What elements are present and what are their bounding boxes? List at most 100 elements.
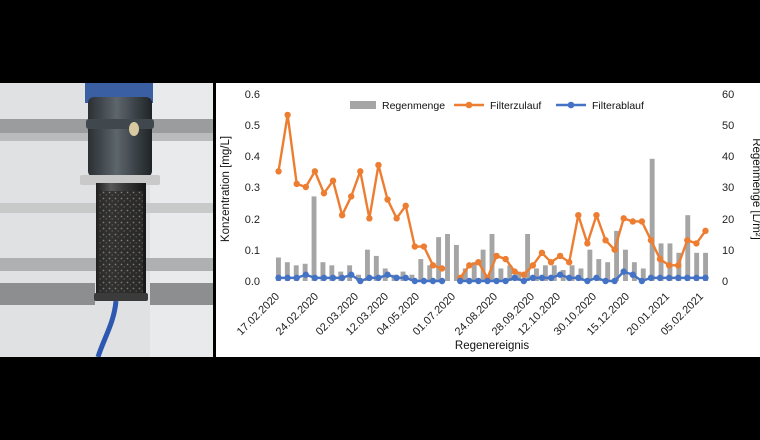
ytick-left-5: 0.5 (245, 120, 260, 132)
bar-regenmenge (373, 255, 379, 281)
bar-regenmenge (453, 244, 459, 281)
bar-regenmenge (436, 237, 442, 281)
point-filterzulauf (338, 212, 346, 219)
point-filterablauf (475, 277, 482, 285)
point-filterzulauf (284, 111, 291, 119)
point-filterablauf (693, 274, 700, 282)
point-filterablauf (429, 277, 437, 285)
bar-regenmenge (427, 265, 433, 281)
point-filterablauf (584, 277, 591, 285)
bar-regenmenge (356, 274, 361, 281)
point-filterzulauf (620, 215, 627, 222)
bar-regenmenge (640, 268, 646, 281)
bar-regenmenge (293, 265, 299, 281)
point-filterzulauf (320, 190, 328, 197)
ytick-right-1: 10 (722, 245, 734, 257)
point-filterzulauf (302, 183, 309, 191)
point-filterzulauf (611, 246, 618, 253)
point-filterzulauf (475, 259, 482, 266)
bar-regenmenge (587, 249, 593, 281)
point-filterzulauf (275, 168, 282, 175)
bar-regenmenge (578, 268, 584, 281)
ytick-right-5: 50 (722, 120, 734, 132)
filter-photo-illustration (0, 83, 213, 357)
point-filterablauf (311, 274, 319, 282)
point-filterablauf (593, 274, 600, 282)
legend-marker-filterablauf (567, 101, 575, 109)
bar-regenmenge (489, 234, 495, 281)
point-filterablauf (556, 271, 564, 278)
bar-regenmenge (605, 262, 611, 281)
point-filterzulauf (693, 240, 700, 247)
bar-regenmenge (418, 259, 424, 281)
point-filterablauf (629, 271, 636, 278)
bar-regenmenge (276, 257, 281, 281)
point-filterablauf (611, 277, 618, 285)
point-filterablauf (457, 277, 464, 285)
ytick-left-2: 0.2 (245, 214, 260, 226)
point-filterablauf (511, 274, 518, 282)
point-filterablauf (284, 274, 291, 282)
point-filterzulauf (538, 249, 546, 256)
point-filterablauf (656, 274, 664, 282)
point-filterablauf (484, 277, 491, 285)
point-filterzulauf (566, 259, 573, 266)
bar-regenmenge (462, 268, 468, 281)
point-filterzulauf (665, 262, 673, 269)
point-filterablauf (520, 277, 527, 285)
legend-swatch-regenmenge (350, 101, 376, 109)
point-filterablauf (684, 274, 691, 282)
point-filterzulauf (575, 212, 582, 219)
bar-regenmenge (623, 249, 628, 281)
point-filterzulauf (684, 237, 691, 244)
point-filterzulauf (593, 212, 600, 219)
point-filterablauf (393, 274, 400, 282)
point-filterablauf (348, 271, 355, 278)
bar-regenmenge (551, 265, 557, 281)
ytick-right-3: 30 (722, 182, 734, 194)
point-filterablauf (638, 277, 646, 285)
ytick-left-4: 0.4 (245, 151, 260, 163)
bar-regenmenge (569, 265, 575, 281)
point-filterzulauf (647, 237, 655, 244)
legend-marker-filterzulauf (465, 101, 473, 109)
bar-regenmenge (534, 268, 539, 281)
point-filterzulauf (402, 202, 409, 209)
bar-regenmenge (596, 259, 602, 281)
bar-regenmenge (614, 230, 620, 281)
bar-regenmenge (631, 262, 637, 281)
point-filterablauf (366, 274, 373, 282)
ytick-left-6: 0.6 (245, 89, 260, 101)
bar-regenmenge (364, 249, 370, 281)
ytick-right-0: 0 (722, 276, 728, 288)
bar-regenmenge (525, 234, 531, 281)
x-axis-title: Regenereignis (455, 340, 529, 352)
bar-regenmenge (658, 243, 664, 281)
point-filterablauf (575, 274, 582, 282)
legend-label-filterablauf: Filterablauf (592, 100, 644, 112)
bar-regenmenge (284, 262, 290, 281)
point-filterablauf (375, 274, 382, 282)
point-filterzulauf (293, 180, 300, 188)
ytick-left-3: 0.3 (245, 182, 260, 194)
point-filterablauf (602, 277, 609, 285)
bar-regenmenge (703, 252, 708, 281)
point-filterablauf (402, 274, 409, 282)
axis-right: 0 10 20 30 40 50 60 (722, 89, 734, 288)
point-filterzulauf (520, 271, 527, 278)
filter-photo (0, 83, 213, 357)
point-filterablauf (384, 271, 391, 278)
bar-regenmenge (320, 262, 326, 281)
bar-regenmenge (311, 196, 317, 281)
bar-regenmenge (694, 252, 700, 281)
point-filterzulauf (675, 262, 682, 269)
bar-regenmenge (498, 268, 504, 281)
point-filterablauf (357, 277, 364, 285)
bar-regenmenge (685, 215, 691, 281)
point-filterzulauf (375, 161, 382, 169)
point-filterablauf (466, 277, 473, 285)
ytick-right-6: 60 (722, 89, 734, 101)
point-filterzulauf (584, 240, 591, 247)
point-filterzulauf (438, 265, 446, 272)
point-filterzulauf (602, 237, 609, 244)
